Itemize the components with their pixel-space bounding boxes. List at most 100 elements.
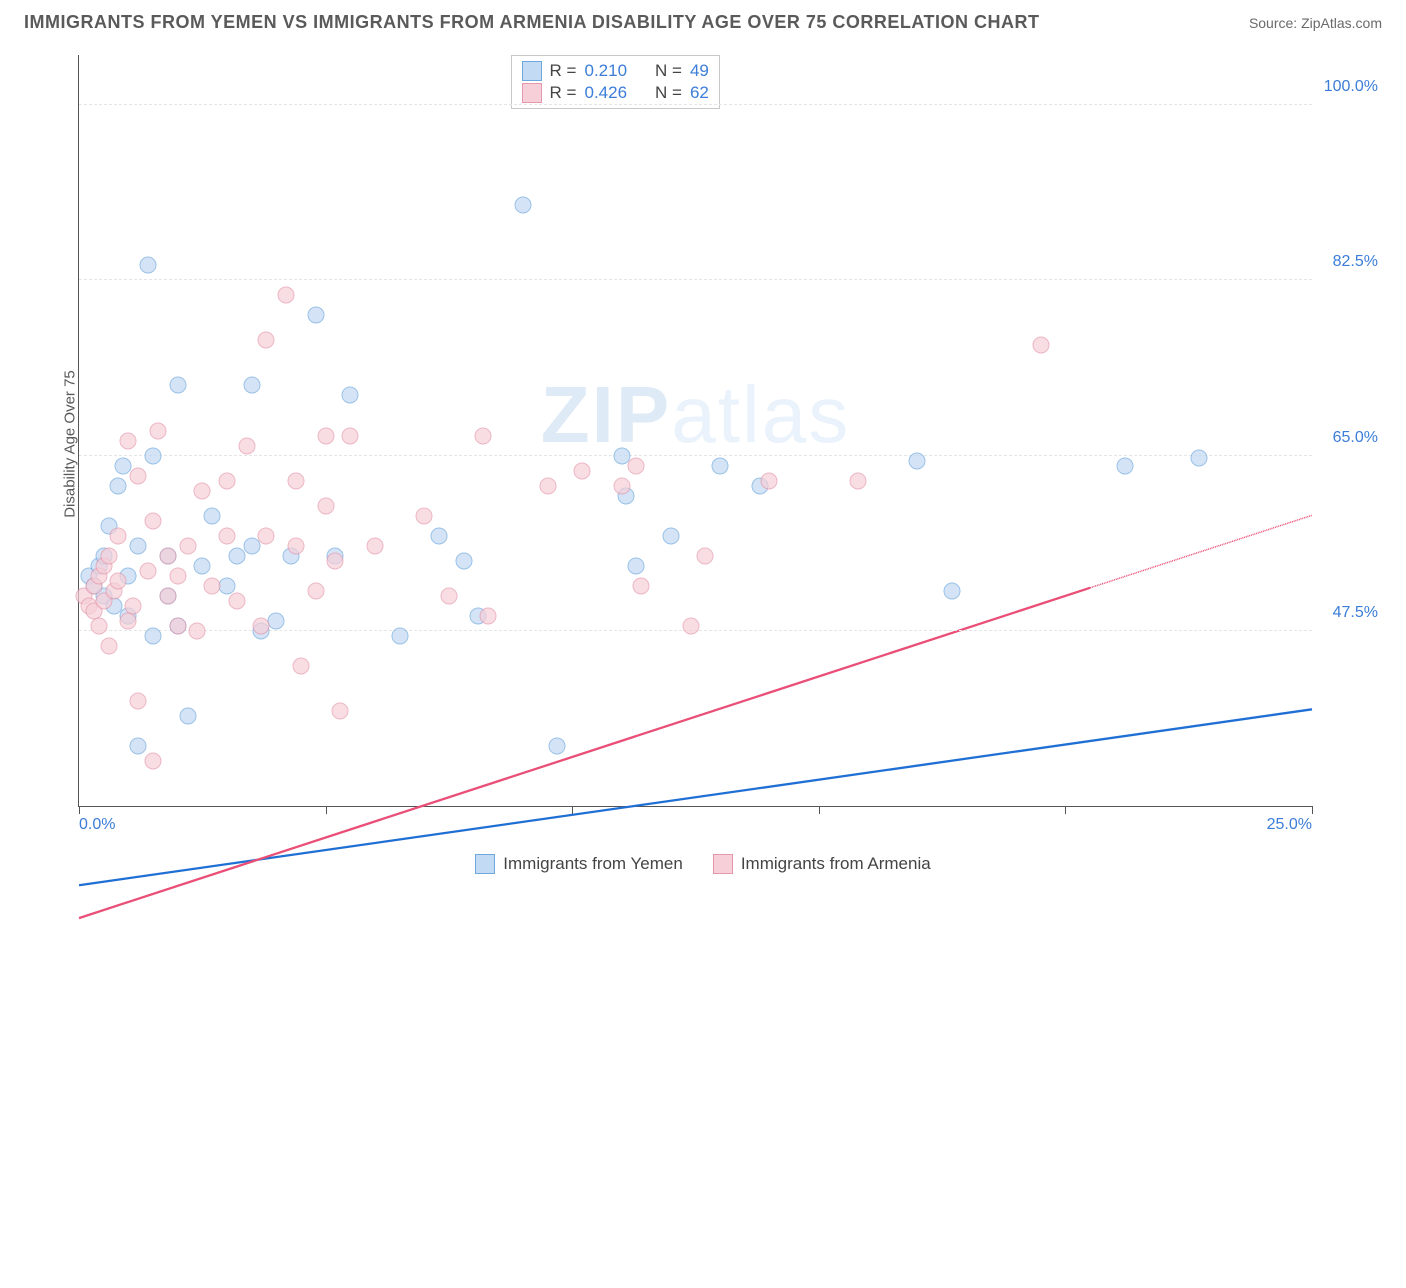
data-point-armenia bbox=[130, 467, 147, 484]
data-point-armenia bbox=[169, 567, 186, 584]
data-point-armenia bbox=[149, 422, 166, 439]
data-point-yemen bbox=[130, 737, 147, 754]
chart-title: IMMIGRANTS FROM YEMEN VS IMMIGRANTS FROM… bbox=[24, 12, 1040, 33]
x-tick bbox=[1065, 806, 1066, 814]
r-label: R = bbox=[550, 61, 577, 81]
data-point-armenia bbox=[144, 752, 161, 769]
data-point-armenia bbox=[278, 287, 295, 304]
data-point-armenia bbox=[228, 592, 245, 609]
n-label: N = bbox=[655, 61, 682, 81]
legend-item-armenia: Immigrants from Armenia bbox=[713, 854, 931, 874]
legend-swatch bbox=[475, 854, 495, 874]
bottom-legend: Immigrants from Yemen Immigrants from Arm… bbox=[0, 854, 1406, 874]
x-tick bbox=[819, 806, 820, 814]
data-point-armenia bbox=[140, 562, 157, 579]
x-tick bbox=[1312, 806, 1313, 814]
x-tick-label: 0.0% bbox=[79, 816, 115, 834]
data-point-yemen bbox=[549, 737, 566, 754]
data-point-armenia bbox=[100, 637, 117, 654]
data-point-armenia bbox=[159, 587, 176, 604]
data-point-yemen bbox=[218, 577, 235, 594]
data-point-yemen bbox=[204, 507, 221, 524]
data-point-yemen bbox=[243, 377, 260, 394]
data-point-armenia bbox=[539, 477, 556, 494]
n-value: 49 bbox=[690, 61, 709, 81]
data-point-armenia bbox=[130, 692, 147, 709]
data-point-yemen bbox=[943, 582, 960, 599]
data-point-yemen bbox=[243, 537, 260, 554]
data-point-armenia bbox=[307, 582, 324, 599]
source-label: Source: ZipAtlas.com bbox=[1249, 15, 1382, 31]
legend-item-yemen: Immigrants from Yemen bbox=[475, 854, 683, 874]
data-point-armenia bbox=[288, 537, 305, 554]
data-point-armenia bbox=[332, 702, 349, 719]
data-point-armenia bbox=[317, 497, 334, 514]
x-tick-label: 25.0% bbox=[1267, 816, 1312, 834]
y-tick-label: 47.5% bbox=[1333, 604, 1378, 622]
x-tick bbox=[326, 806, 327, 814]
data-point-yemen bbox=[144, 447, 161, 464]
data-point-armenia bbox=[144, 512, 161, 529]
data-point-armenia bbox=[475, 427, 492, 444]
n-label: N = bbox=[655, 83, 682, 103]
y-tick-label: 65.0% bbox=[1333, 429, 1378, 447]
data-point-armenia bbox=[633, 577, 650, 594]
data-point-armenia bbox=[90, 617, 107, 634]
data-point-armenia bbox=[100, 547, 117, 564]
legend-swatch bbox=[522, 83, 542, 103]
data-point-yemen bbox=[628, 557, 645, 574]
data-point-yemen bbox=[169, 377, 186, 394]
data-point-armenia bbox=[416, 507, 433, 524]
y-tick-label: 100.0% bbox=[1324, 78, 1378, 96]
data-point-armenia bbox=[179, 537, 196, 554]
data-point-yemen bbox=[228, 547, 245, 564]
stats-row-yemen: R = 0.210 N = 49 bbox=[522, 60, 709, 82]
data-point-armenia bbox=[125, 597, 142, 614]
r-label: R = bbox=[550, 83, 577, 103]
data-point-yemen bbox=[712, 457, 729, 474]
legend-label: Immigrants from Armenia bbox=[741, 854, 931, 874]
data-point-armenia bbox=[258, 332, 275, 349]
x-tick bbox=[79, 806, 80, 814]
data-point-armenia bbox=[440, 587, 457, 604]
data-point-yemen bbox=[1190, 449, 1207, 466]
data-point-armenia bbox=[253, 617, 270, 634]
data-point-yemen bbox=[514, 197, 531, 214]
data-point-yemen bbox=[194, 557, 211, 574]
data-point-armenia bbox=[169, 617, 186, 634]
data-point-yemen bbox=[144, 627, 161, 644]
data-point-yemen bbox=[455, 552, 472, 569]
data-point-armenia bbox=[628, 457, 645, 474]
y-axis-title: Disability Age Over 75 bbox=[62, 370, 79, 518]
trend-lines bbox=[79, 55, 1312, 1288]
legend-swatch bbox=[713, 854, 733, 874]
data-point-armenia bbox=[317, 427, 334, 444]
data-point-armenia bbox=[761, 472, 778, 489]
data-point-armenia bbox=[204, 577, 221, 594]
data-point-armenia bbox=[1032, 337, 1049, 354]
plot-area: ZIPatlas R =0.210N =49R =0.426N =62 47.5… bbox=[78, 55, 1312, 807]
legend-label: Immigrants from Yemen bbox=[503, 854, 683, 874]
stats-row-armenia: R =0.426N =62 bbox=[522, 82, 709, 104]
data-point-yemen bbox=[268, 612, 285, 629]
chart-container: Disability Age Over 75 ZIPatlas R =0.210… bbox=[48, 55, 1382, 832]
data-point-yemen bbox=[342, 387, 359, 404]
data-point-yemen bbox=[179, 707, 196, 724]
data-point-yemen bbox=[909, 452, 926, 469]
data-point-yemen bbox=[662, 527, 679, 544]
data-point-yemen bbox=[110, 477, 127, 494]
data-point-yemen bbox=[1116, 457, 1133, 474]
data-point-armenia bbox=[480, 607, 497, 624]
data-point-yemen bbox=[431, 527, 448, 544]
data-point-armenia bbox=[342, 427, 359, 444]
data-point-armenia bbox=[238, 437, 255, 454]
data-point-armenia bbox=[327, 552, 344, 569]
data-point-armenia bbox=[110, 572, 127, 589]
gridline bbox=[79, 279, 1312, 280]
r-value: 0.426 bbox=[584, 83, 627, 103]
data-point-yemen bbox=[130, 537, 147, 554]
stats-box: R =0.210N =49R =0.426N =62 bbox=[511, 55, 720, 109]
data-point-armenia bbox=[120, 432, 137, 449]
data-point-yemen bbox=[307, 307, 324, 324]
r-value: 0.210 bbox=[584, 61, 627, 81]
